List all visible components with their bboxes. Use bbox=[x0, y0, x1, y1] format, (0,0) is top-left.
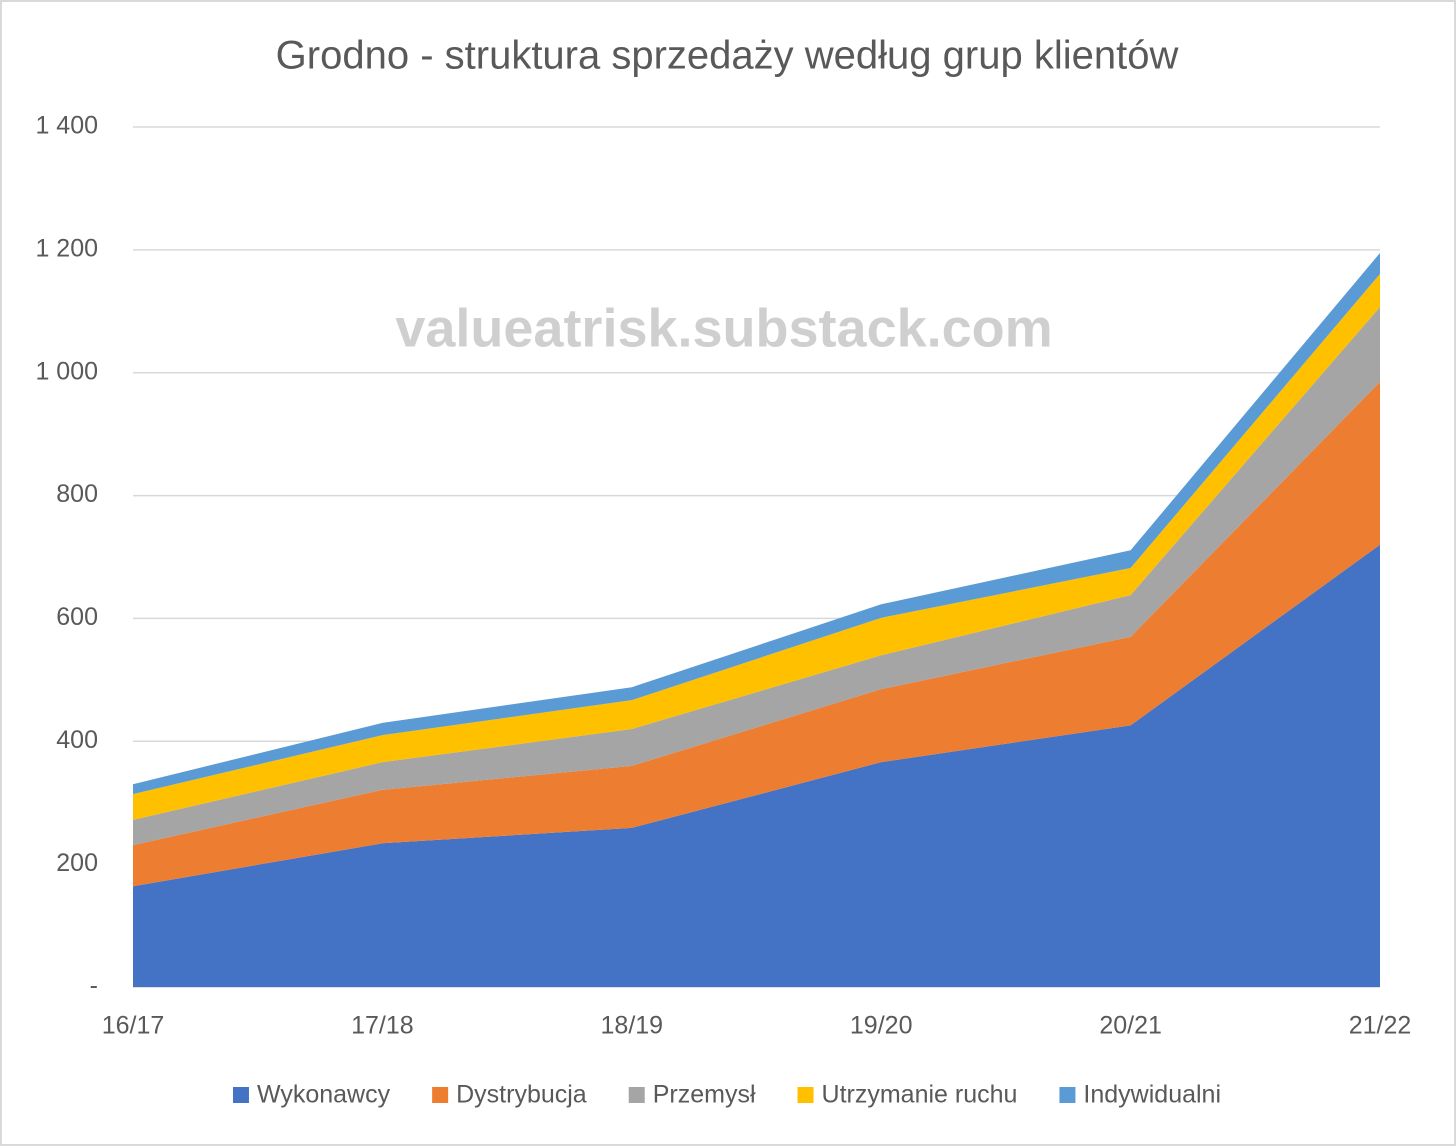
y-tick-label: 800 bbox=[56, 480, 98, 508]
legend-label: Wykonawcy bbox=[257, 1081, 391, 1109]
legend-label: Dystrybucja bbox=[456, 1081, 587, 1109]
x-tick-label: 17/18 bbox=[351, 1012, 414, 1040]
x-tick-label: 19/20 bbox=[850, 1012, 913, 1040]
x-tick-label: 20/21 bbox=[1099, 1012, 1162, 1040]
y-tick-label: - bbox=[90, 972, 98, 1000]
legend-swatch bbox=[432, 1087, 449, 1103]
area bbox=[133, 544, 1380, 987]
legend-swatch bbox=[797, 1087, 814, 1103]
area bbox=[133, 381, 1380, 887]
legend-label: Przemysł bbox=[653, 1081, 756, 1109]
x-tick-label: 16/17 bbox=[102, 1012, 165, 1040]
y-tick-label: 1 400 bbox=[35, 112, 98, 140]
chart-title: Grodno - struktura sprzedaży według grup… bbox=[276, 34, 1179, 78]
x-tick-label: 18/19 bbox=[601, 1012, 664, 1040]
area bbox=[133, 306, 1380, 846]
area bbox=[133, 273, 1380, 820]
legend-swatch bbox=[628, 1087, 645, 1103]
y-tick-label: 600 bbox=[56, 603, 98, 631]
watermark: valueatrisk.substack.com bbox=[395, 298, 1052, 358]
legend-swatch bbox=[1059, 1087, 1076, 1103]
y-tick-label: 200 bbox=[56, 849, 98, 877]
x-tick-label: 21/22 bbox=[1349, 1012, 1412, 1040]
y-tick-label: 1 200 bbox=[35, 234, 98, 262]
y-tick-label: 1 000 bbox=[35, 357, 98, 385]
legend-swatch bbox=[232, 1087, 249, 1103]
legend-label: Indywidualni bbox=[1083, 1081, 1221, 1109]
y-tick-label: 400 bbox=[56, 726, 98, 754]
legend-label: Utrzymanie ruchu bbox=[822, 1081, 1018, 1109]
